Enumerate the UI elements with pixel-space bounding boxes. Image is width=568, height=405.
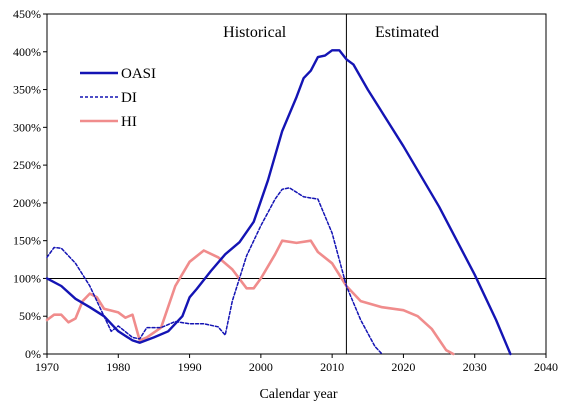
x-tick-label: 2040 xyxy=(534,360,558,374)
legend-box xyxy=(73,60,153,130)
y-tick-label: 450% xyxy=(13,7,41,21)
plot-frame xyxy=(46,13,547,355)
annotation-estimated: Estimated xyxy=(375,24,439,41)
y-tick-label: 200% xyxy=(13,196,41,210)
y-tick-label: 300% xyxy=(13,120,41,134)
legend-label-di: DI xyxy=(121,90,137,106)
x-tick-label: 2030 xyxy=(463,360,487,374)
y-tick-label: 50% xyxy=(19,309,41,323)
legend: OASI DI HI xyxy=(73,60,156,130)
series-lines xyxy=(45,49,512,356)
x-tick-label: 1970 xyxy=(35,360,59,374)
tick-labels: 0% 50% 100% 150% 200% 250% 300% 350% 400% 450% 197… xyxy=(13,7,558,374)
axes xyxy=(43,13,547,358)
legend-label-oasi: OASI xyxy=(121,66,156,82)
x-tick-label: 2010 xyxy=(320,360,344,374)
x-tick-label: 1990 xyxy=(178,360,202,374)
x-tick-label: 1980 xyxy=(106,360,130,374)
y-tick-label: 150% xyxy=(13,234,41,248)
y-tick-label: 0% xyxy=(25,347,41,361)
y-tick-label: 350% xyxy=(13,83,41,97)
legend-label-hi: HI xyxy=(121,114,137,130)
y-tick-label: 100% xyxy=(13,271,41,285)
y-tick-label: 400% xyxy=(13,45,41,59)
annotation-historical: Historical xyxy=(223,24,287,41)
x-tick-label: 2000 xyxy=(249,360,273,374)
x-tick-label: 2020 xyxy=(391,360,415,374)
series-line-oasi xyxy=(45,49,512,356)
series-line-hi xyxy=(45,239,455,356)
series-line-di xyxy=(46,187,383,355)
y-tick-label: 250% xyxy=(13,158,41,172)
x-axis-label: Calendar year xyxy=(259,387,337,402)
